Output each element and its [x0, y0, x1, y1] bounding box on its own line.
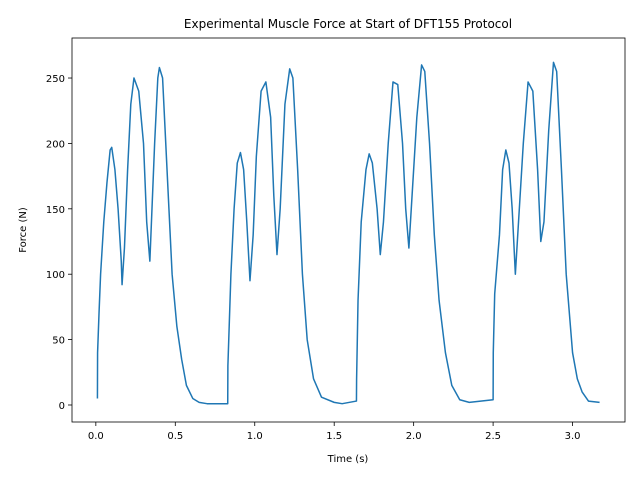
x-tick-label: 3.0 — [565, 431, 581, 442]
x-axis-label: Time (s) — [327, 454, 369, 465]
plot-frame — [71, 37, 626, 423]
x-tick-label: 2.5 — [485, 431, 501, 442]
x-tick-label: 1.0 — [247, 431, 263, 442]
y-tick-label: 50 — [52, 336, 65, 347]
y-tick-label: 0 — [59, 401, 65, 412]
chart-title: Experimental Muscle Force at Start of DF… — [184, 17, 512, 31]
y-tick-label: 250 — [46, 74, 65, 85]
data-line — [96, 61, 600, 405]
x-tick-label: 2.0 — [406, 431, 422, 442]
y-tick-label: 150 — [46, 205, 65, 216]
x-tick-label: 1.5 — [326, 431, 342, 442]
y-tick-label: 200 — [46, 139, 65, 150]
y-tick-label: 100 — [46, 270, 65, 281]
y-axis-label: Force (N) — [18, 207, 29, 253]
x-tick-label: 0.5 — [167, 431, 183, 442]
x-tick-label: 0.0 — [88, 431, 104, 442]
